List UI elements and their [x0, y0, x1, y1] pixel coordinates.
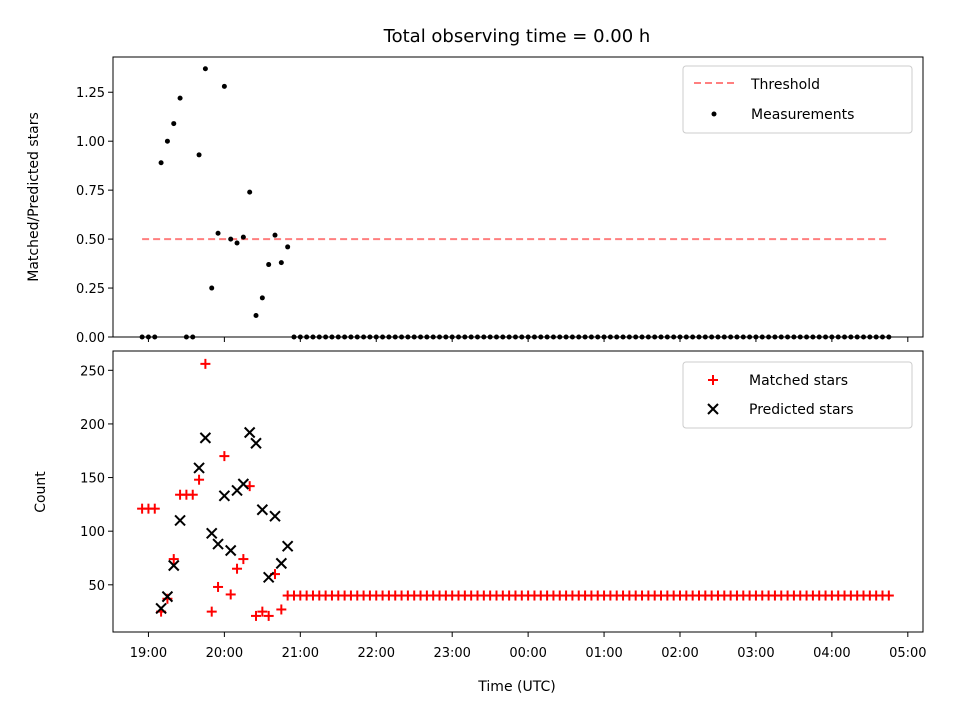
bottom-y-tick-label: 50 [88, 579, 105, 594]
bottom-x-tick-label: 05:00 [889, 646, 926, 661]
top-legend: Threshold Measurements [682, 65, 913, 134]
predicted-star-point [281, 540, 294, 552]
predicted-star-point [275, 557, 288, 570]
predicted-star-point [161, 590, 174, 603]
top-y-tick-label: 0.00 [76, 331, 105, 346]
top-y-tick-label: 0.75 [76, 184, 105, 199]
matched-star-point [213, 581, 224, 592]
top-y-axis-label: Matched/Predicted stars [26, 112, 42, 282]
measurement-point [164, 138, 170, 144]
chart-title: Total observing time = 0.00 h [383, 26, 651, 47]
predicted-star-point [237, 478, 250, 490]
predicted-star-point [168, 559, 180, 572]
predicted-star-point [256, 504, 269, 516]
bottom-x-tick-label: 03:00 [737, 646, 774, 661]
measurement-point [234, 240, 240, 246]
legend-threshold-label: Threshold [750, 77, 820, 93]
legend-measurements-marker [711, 111, 717, 117]
matched-star-point [168, 554, 179, 565]
bottom-x-tick-label: 19:00 [130, 646, 167, 661]
bottom-x-tick-label: 02:00 [661, 646, 698, 661]
matched-star-point [225, 589, 236, 600]
measurement-point [259, 295, 265, 301]
predicted-star-point [206, 527, 218, 540]
measurement-point [228, 236, 234, 242]
top-axes-frame [112, 56, 924, 338]
bottom-axes-frame [112, 350, 924, 633]
measurement-point [209, 285, 215, 291]
top-legend-box [682, 65, 913, 134]
matched-star-point [251, 610, 262, 621]
matched-star-point [238, 554, 249, 565]
bottom-y-tick-label: 250 [80, 364, 105, 379]
measurement-point [272, 232, 278, 238]
matched-star-point [194, 474, 205, 485]
measurement-point [278, 260, 284, 266]
matched-star-point [219, 451, 230, 462]
bottom-x-axis-label: Time (UTC) [477, 679, 555, 695]
predicted-star-point [250, 437, 262, 449]
bottom-legend: Matched stars Predicted stars [682, 361, 913, 429]
matched-star-point [232, 563, 243, 574]
top-y-tick-label: 1.25 [76, 86, 105, 101]
top-panel: Total observing time = 0.00 h Matched/Pr… [26, 26, 924, 346]
matched-star-point [883, 590, 894, 601]
top-y-tick-label: 0.25 [76, 282, 105, 297]
predicted-star-point [262, 571, 275, 584]
predicted-star-point [212, 538, 224, 550]
predicted-star-point [174, 514, 186, 527]
measurement-point [285, 244, 291, 250]
predicted-star-point [193, 462, 205, 474]
predicted-star-point [199, 432, 212, 444]
measurement-point [247, 189, 253, 195]
measurement-point [171, 121, 177, 127]
measurement-point [158, 160, 164, 166]
matched-star-point [206, 606, 217, 617]
matched-star-point [276, 604, 287, 615]
legend-measurements-label: Measurements [751, 107, 854, 123]
bottom-x-ticks: 19:00 20:00 21:00 22:00 23:00 00:00 01:00 02:00… [130, 632, 927, 661]
legend-predicted-label: Predicted stars [749, 402, 854, 418]
predicted-star-point [243, 426, 256, 439]
bottom-y-tick-label: 100 [80, 525, 105, 540]
measurement-point [202, 66, 208, 72]
measurement-point [196, 152, 202, 158]
bottom-y-axis-label: Count [33, 471, 49, 513]
bottom-y-tick-label: 200 [80, 418, 105, 433]
measurement-point [177, 95, 183, 101]
measurement-point [266, 262, 272, 268]
matched-star-point [257, 606, 268, 617]
measurement-point [215, 230, 221, 236]
bottom-legend-box [682, 361, 913, 429]
bottom-plot-area [137, 358, 894, 621]
measurement-point [253, 312, 259, 318]
bottom-x-tick-label: 01:00 [585, 646, 622, 661]
bottom-x-tick-label: 21:00 [282, 646, 319, 661]
bottom-y-tick-label: 150 [80, 472, 105, 487]
bottom-x-tick-label: 20:00 [206, 646, 243, 661]
bottom-x-tick-label: 04:00 [813, 646, 850, 661]
legend-matched-label: Matched stars [749, 373, 848, 389]
bottom-x-tick-label: 22:00 [358, 646, 395, 661]
predicted-star-point [269, 510, 281, 522]
legend-matched-marker [708, 375, 718, 385]
matched-star-point [149, 503, 160, 514]
matched-star-point [200, 358, 211, 369]
bottom-panel: Count Time (UTC) 50 100 150 200 250 19:00 20:… [33, 350, 927, 695]
predicted-star-point [224, 544, 237, 557]
predicted-star-point [218, 490, 231, 502]
top-y-ticks: 0.00 0.25 0.50 0.75 1.00 1.25 [76, 86, 113, 346]
bottom-y-ticks: 50 100 150 200 250 [80, 364, 113, 594]
measurement-point [240, 234, 246, 240]
matched-star-point [263, 610, 274, 621]
measurement-point [221, 83, 227, 89]
legend-predicted-marker [707, 403, 719, 415]
bottom-x-tick-label: 00:00 [509, 646, 546, 661]
matched-star-point [187, 489, 198, 500]
predicted-star-point [155, 602, 167, 615]
bottom-x-tick-label: 23:00 [433, 646, 470, 661]
top-y-tick-label: 1.00 [76, 135, 105, 150]
top-y-tick-label: 0.50 [76, 233, 105, 248]
